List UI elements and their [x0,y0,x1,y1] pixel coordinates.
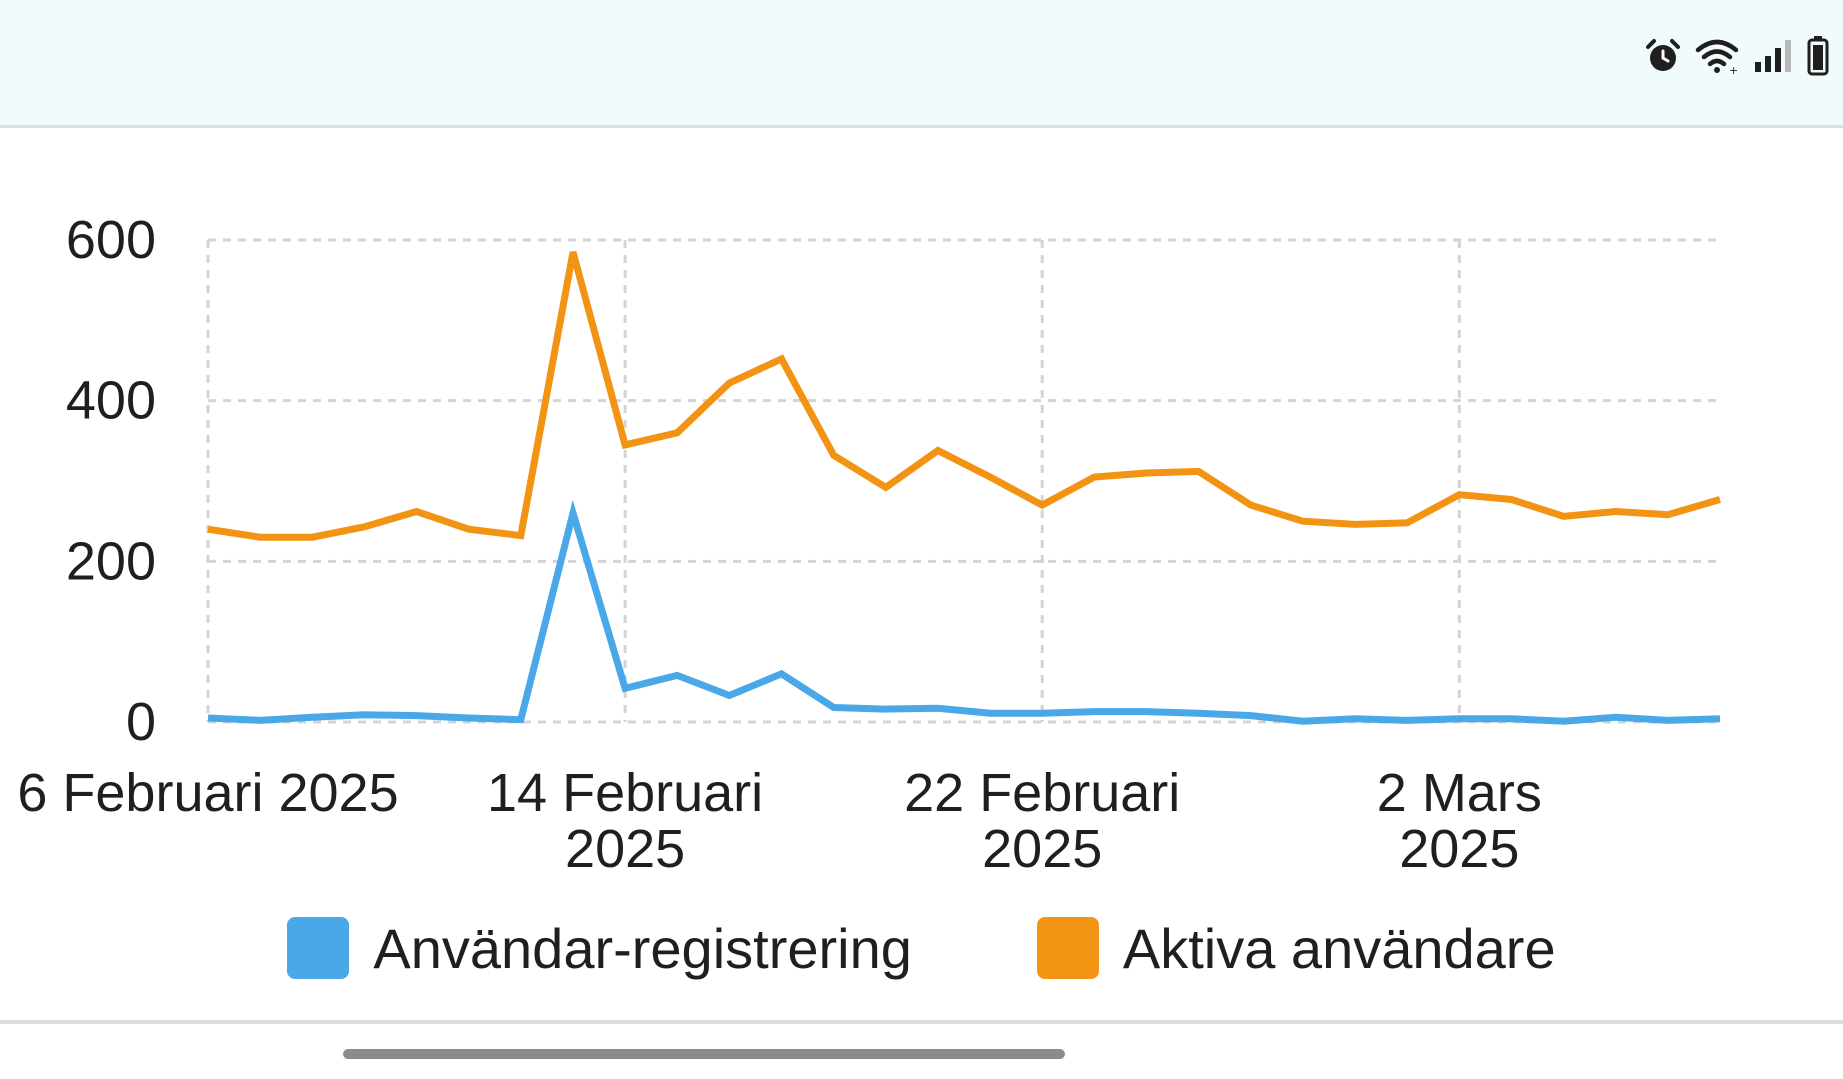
wifi-icon: + [1695,38,1739,74]
battery-icon [1807,36,1829,76]
x-tick-label: 14 Februari 2025 [487,763,763,879]
y-tick-label: 600 [66,210,156,270]
legend-label: Aktiva användare [1122,916,1556,980]
line-chart: 0 200 400 600 6 Februari 2025 14 Februari 2025… [17,210,1721,879]
bottom-divider [0,1020,1843,1024]
x-tick-label: 6 Februari 2025 [17,763,398,823]
home-indicator[interactable] [343,1049,1065,1059]
x-tick-label: 22 Februari 2025 [904,763,1180,879]
status-bar: + [0,0,1843,128]
series-line-2 [207,251,1721,541]
legend-item-2[interactable]: Aktiva användare [1036,916,1556,981]
y-tick-label: 200 [66,531,156,591]
legend-label: Användar-registrering [373,916,912,980]
alarm-icon [1645,38,1681,74]
legend-swatch [1036,917,1099,979]
legend-swatch [287,917,350,979]
svg-text:+: + [1729,64,1738,74]
status-icons: + [1645,36,1829,76]
legend-item-1[interactable]: Användar-registrering [287,916,912,981]
chart-legend: Användar-registrering Aktiva användare [0,912,1843,984]
series-line-1 [207,499,1721,725]
chart-area: 0 200 400 600 6 Februari 2025 14 Februari 2025… [0,128,1843,1023]
y-tick-label: 400 [66,371,156,431]
signal-icon [1753,38,1793,74]
x-tick-label: 2 Mars 2025 [1377,763,1542,879]
y-tick-label: 0 [126,692,156,752]
